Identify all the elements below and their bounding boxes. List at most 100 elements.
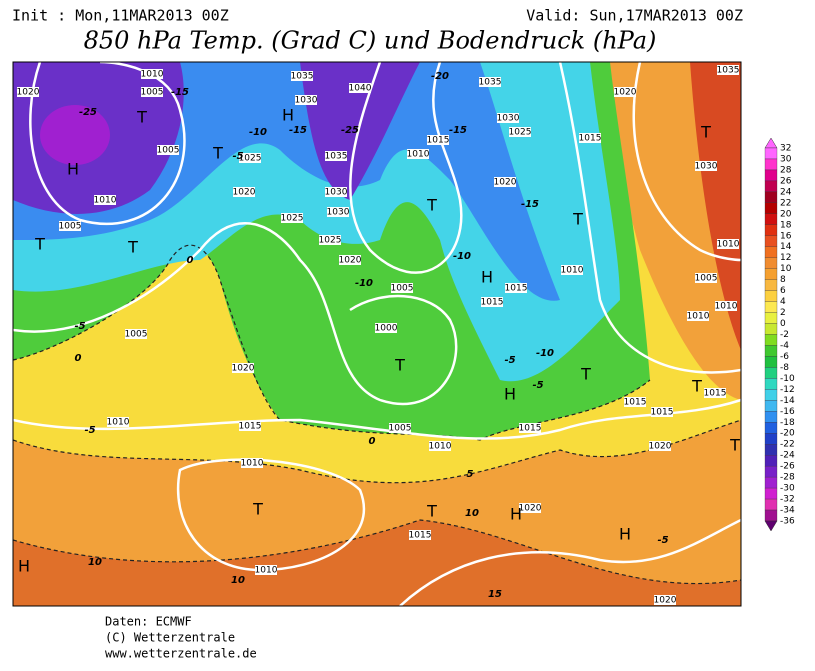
pressure-label-bg <box>125 329 147 339</box>
pressure-label: 1015 <box>427 136 450 146</box>
pressure-system-marker: H <box>619 525 631 544</box>
pressure-label: 1010 <box>94 196 117 206</box>
colorbar-swatch <box>764 476 778 489</box>
pressure-label-bg <box>614 87 636 97</box>
pressure-label: 1030 <box>295 96 318 106</box>
pressure-system-marker: T <box>212 144 223 163</box>
temperature-label: -10 <box>249 127 267 138</box>
colorbar-swatch <box>764 279 778 291</box>
pressure-system-marker: T <box>252 500 263 519</box>
temperature-label: 15 <box>488 589 502 600</box>
colorbar-swatch <box>764 147 778 160</box>
pressure-label: 1020 <box>614 88 637 98</box>
pressure-label-bg <box>389 423 411 433</box>
colorbar-cap <box>764 520 778 532</box>
colorbar-swatch <box>764 389 778 401</box>
pressure-label: 1010 <box>687 312 710 322</box>
pressure-label: 1015 <box>624 398 647 408</box>
pressure-system-marker: H <box>67 160 79 179</box>
pressure-label: 1015 <box>239 422 262 432</box>
colorbar-swatch <box>764 202 778 214</box>
pressure-label: 1015 <box>505 284 528 294</box>
init-time: Init : Mon,11MAR2013 00Z <box>12 7 229 25</box>
pressure-label-bg <box>695 161 717 171</box>
pressure-label-bg <box>715 301 737 311</box>
pressure-label: 1005 <box>157 146 180 156</box>
colorbar-swatch <box>764 509 778 522</box>
colorbar-label: 16 <box>780 231 792 241</box>
pressure-system-marker: T <box>580 365 591 384</box>
colorbar-swatch <box>764 180 778 193</box>
pressure-label-bg <box>505 283 527 293</box>
colorbar-label: -34 <box>780 506 795 516</box>
pressure-label: 1015 <box>481 298 504 308</box>
pressure-label: 1010 <box>429 442 452 452</box>
pressure-label-bg <box>325 151 347 161</box>
temperature-label: -5 <box>504 355 515 366</box>
colorbar-label: 20 <box>780 209 792 219</box>
pressure-label-bg <box>319 235 341 245</box>
pressure-label-bg <box>497 113 519 123</box>
temperature-label: -25 <box>341 125 359 136</box>
pressure-label: 1030 <box>325 188 348 198</box>
pressure-label: 1030 <box>695 162 718 172</box>
pressure-system-marker: T <box>394 356 405 375</box>
colorbar-label: 32 <box>780 144 791 154</box>
colorbar-swatch <box>764 169 778 182</box>
colorbar-swatch <box>764 487 778 500</box>
colorbar-swatch <box>764 224 778 236</box>
pressure-label-bg <box>327 207 349 217</box>
pressure-label-bg <box>651 407 673 417</box>
pressure-label-bg <box>687 311 709 321</box>
pressure-label: 1020 <box>654 596 677 606</box>
pressure-label-bg <box>624 397 646 407</box>
colorbar-label: -32 <box>780 495 795 505</box>
pressure-label-bg <box>407 149 429 159</box>
pressure-label-bg <box>239 421 261 431</box>
pressure-system-marker: H <box>481 268 493 287</box>
temperature-label: 10 <box>88 557 102 568</box>
pressure-label: 1030 <box>497 114 520 124</box>
pressure-label-bg <box>141 87 163 97</box>
pressure-label-bg <box>349 83 371 93</box>
pressure-label-bg <box>375 323 397 333</box>
pressure-label: 1025 <box>509 128 532 138</box>
temperature-label: -5 <box>232 151 243 162</box>
map-frame <box>12 61 742 607</box>
temperature-label: 0 <box>187 255 194 266</box>
pressure-label: 1010 <box>407 150 430 160</box>
pressure-label: 1010 <box>561 266 584 276</box>
map-title: 850 hPa Temp. (Grad C) und Bodendruck (h… <box>84 27 657 55</box>
pressure-system-marker: T <box>34 235 45 254</box>
colorbar-label: -22 <box>780 440 795 450</box>
colorbar-swatch <box>764 433 778 445</box>
pressure-label: 1000 <box>375 324 398 334</box>
pressure-label-bg <box>141 69 163 79</box>
pressure-label: 1030 <box>327 208 350 218</box>
colorbar-label: 28 <box>780 165 792 175</box>
temperature-label: -15 <box>521 199 539 210</box>
colorbar-label: -4 <box>780 341 789 351</box>
pressure-label: 1015 <box>519 424 542 434</box>
pressure-label-bg <box>427 135 449 145</box>
colorbar-label: -24 <box>780 451 795 461</box>
pressure-label-bg <box>509 127 531 137</box>
pressure-system-marker: T <box>127 238 138 257</box>
colorbar-label: -18 <box>780 418 795 428</box>
pressure-label: 1005 <box>389 424 412 434</box>
pressure-label: 1025 <box>239 154 262 164</box>
pressure-label: 1040 <box>349 84 372 94</box>
colorbar-swatch <box>764 323 778 335</box>
pressure-label-bg <box>255 565 277 575</box>
colorbar-label: 6 <box>780 286 786 296</box>
colorbar: 32302826242220181614121086420-2-4-6-8-10… <box>764 137 795 532</box>
temperature-label: -5 <box>74 321 85 332</box>
pressure-label-bg <box>295 95 317 105</box>
pressure-label: 1035 <box>479 78 502 88</box>
pressure-label-bg <box>59 221 81 231</box>
colorbar-label: -2 <box>780 330 789 340</box>
pressure-label: 1005 <box>695 274 718 284</box>
pressure-label: 1035 <box>325 152 348 162</box>
temperature-label: -15 <box>171 87 189 98</box>
